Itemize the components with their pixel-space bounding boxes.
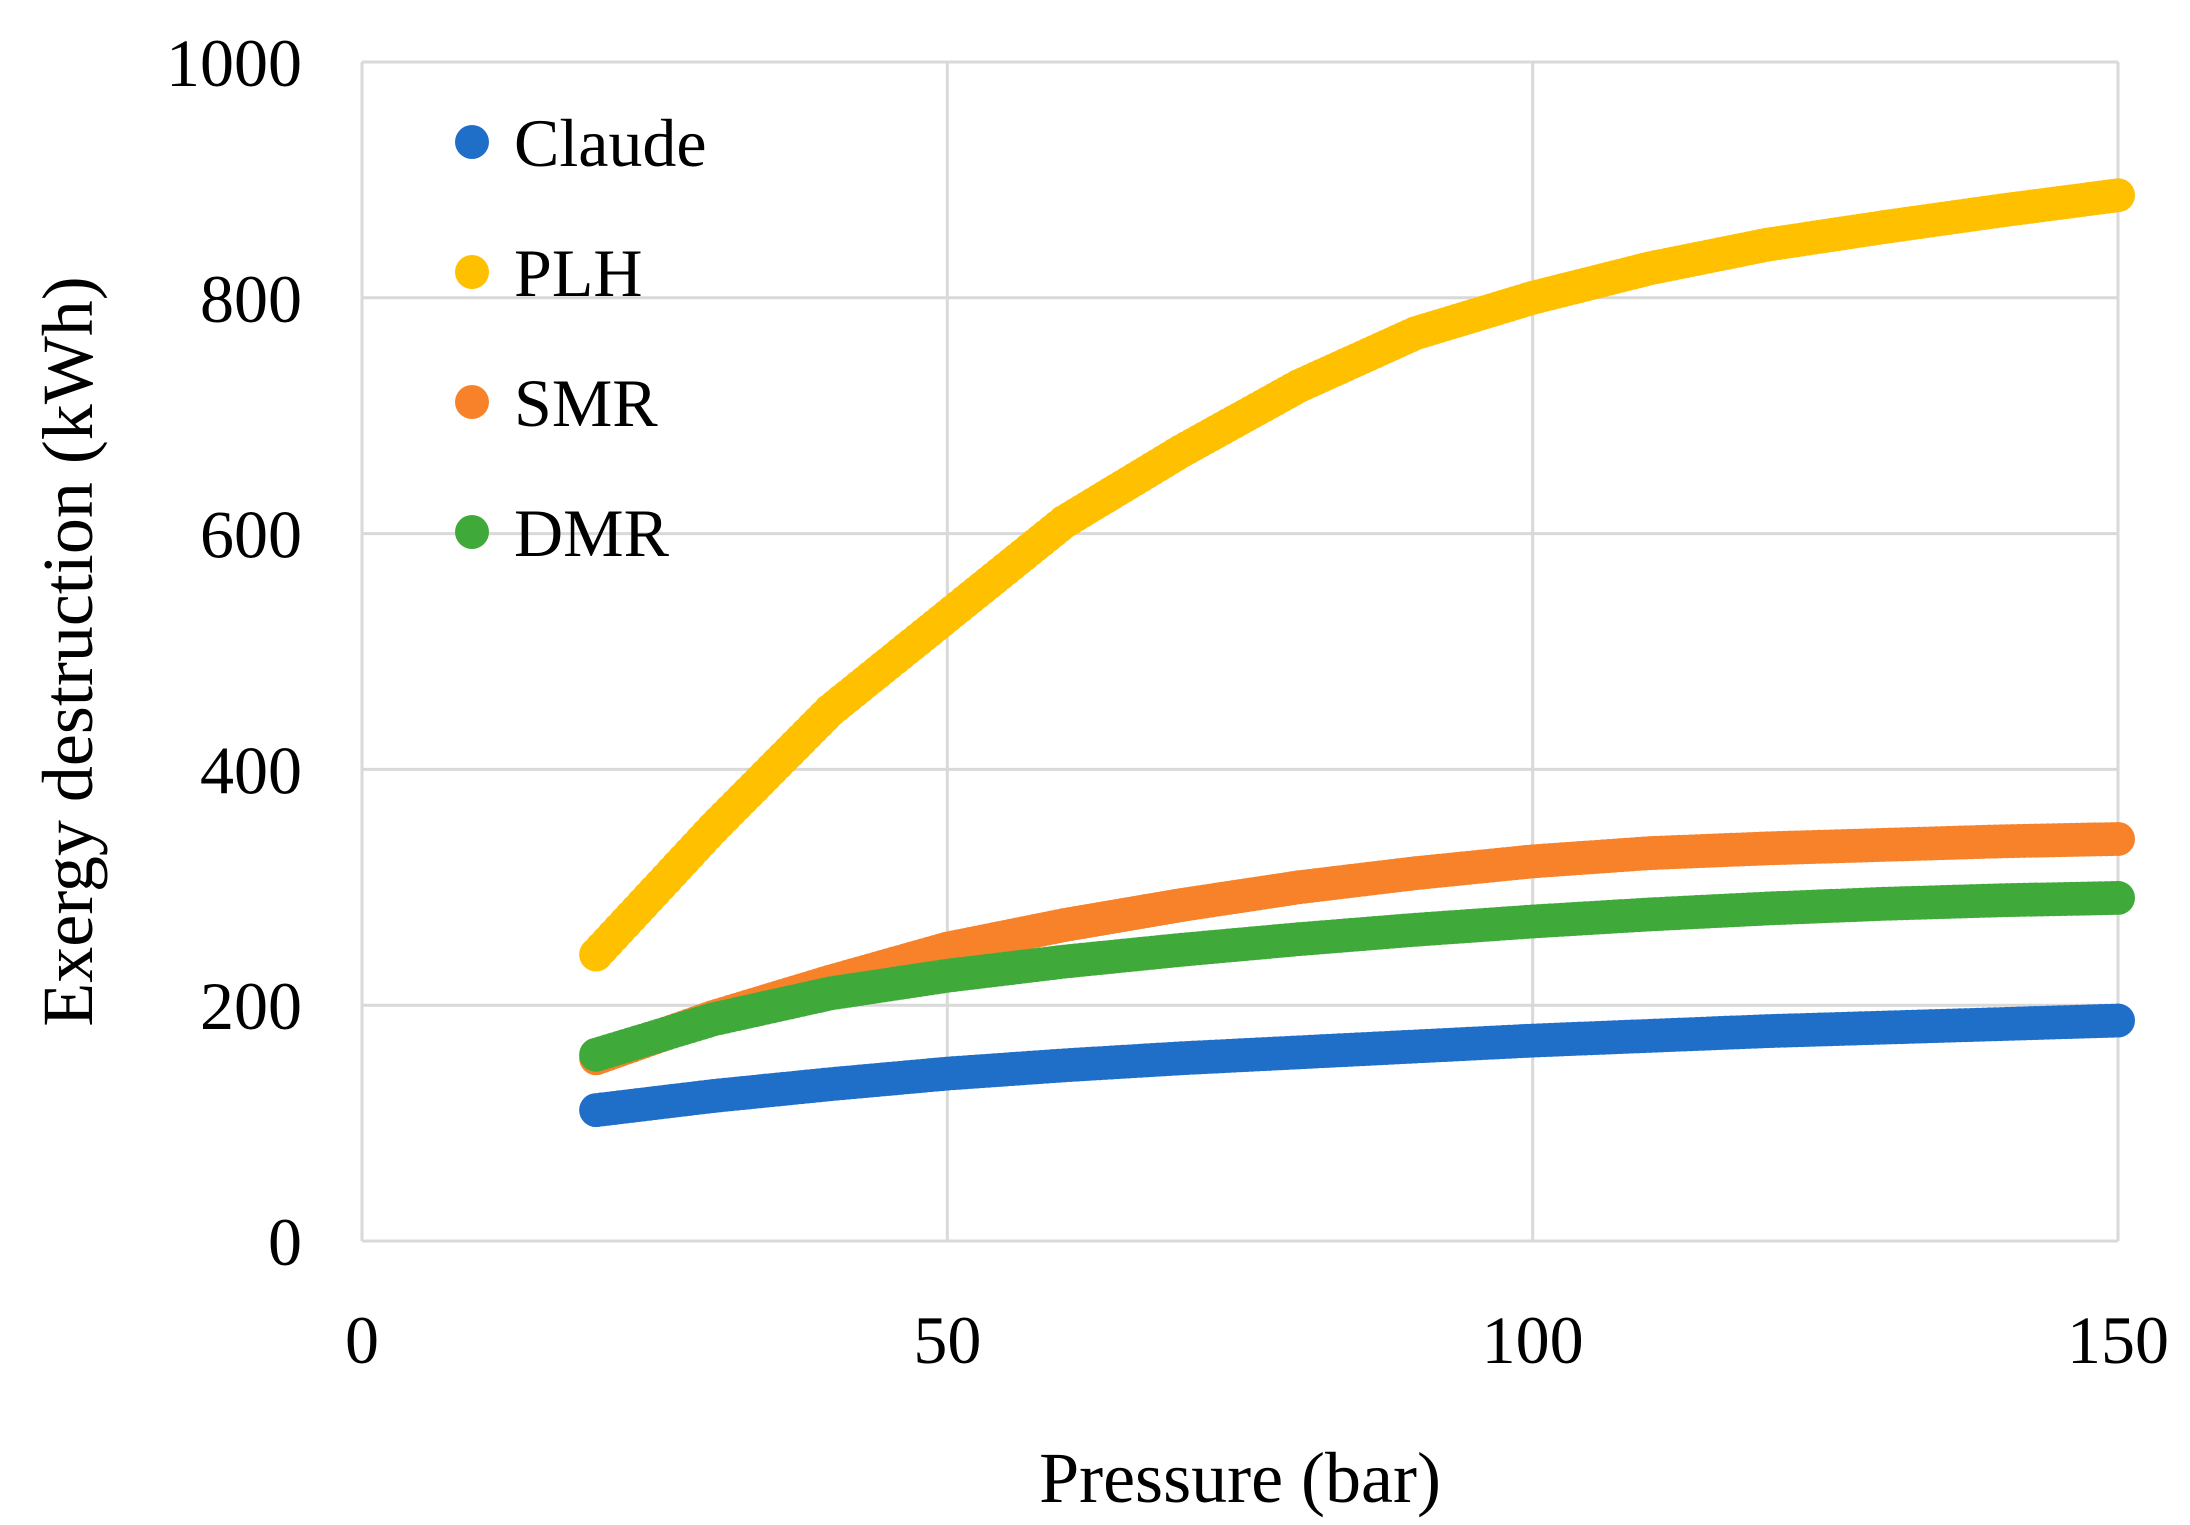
y-tick-label: 200: [200, 968, 302, 1044]
data-point: [2101, 178, 2135, 213]
x-tick-label: 150: [2067, 1302, 2169, 1378]
data-point: [2101, 1003, 2135, 1038]
x-tick-label: 0: [345, 1302, 379, 1378]
legend-label-claude: Claude: [514, 105, 707, 181]
y-tick-label: 1000: [166, 25, 302, 101]
y-tick-label: 400: [200, 732, 302, 808]
series-layer: [579, 178, 2135, 1128]
legend-marker-claude: [455, 125, 489, 159]
legend-marker-smr: [455, 385, 489, 419]
series-dmr: [579, 880, 2135, 1072]
x-axis-title: Pressure (bar): [1039, 1438, 1441, 1518]
x-tick-label: 50: [913, 1302, 981, 1378]
y-tick-label: 600: [200, 497, 302, 573]
series-plh: [579, 178, 2135, 972]
x-tick-label: 100: [1482, 1302, 1584, 1378]
data-point: [2101, 880, 2135, 915]
series-claude: [579, 1003, 2135, 1128]
legend-label-plh: PLH: [514, 235, 642, 311]
tick-labels: 0 200 400 600 800 1000 0 50 100 150: [166, 25, 2169, 1378]
legend: Claude PLH SMR DMR: [455, 105, 707, 571]
legend-label-smr: SMR: [514, 365, 658, 441]
legend-label-dmr: DMR: [514, 495, 670, 571]
y-tick-label: 800: [200, 261, 302, 337]
gridlines: [362, 60, 2120, 1241]
data-point: [2101, 821, 2135, 856]
legend-marker-plh: [455, 255, 489, 289]
y-axis-title: Exergy destruction (kWh): [28, 276, 108, 1026]
axes: [360, 62, 2118, 1243]
series-smr: [579, 821, 2135, 1076]
legend-marker-dmr: [455, 515, 489, 549]
y-tick-label: 0: [268, 1204, 302, 1280]
